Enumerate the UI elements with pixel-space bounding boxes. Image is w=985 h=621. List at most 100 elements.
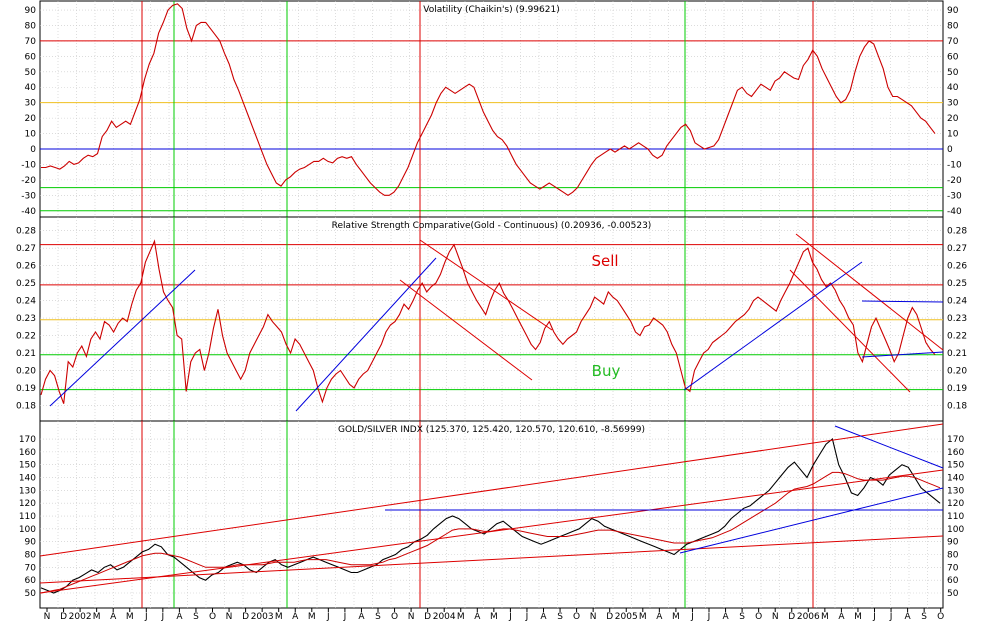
x-tick-label: M <box>93 612 101 621</box>
y-tick-left: 50 <box>25 68 37 78</box>
channel-line <box>795 233 944 351</box>
y-tick-left: 80 <box>25 21 37 31</box>
x-tick-label: D <box>788 612 795 621</box>
trend-line <box>295 257 437 412</box>
y-tick-left: 70 <box>25 37 37 47</box>
x-tick-label: J <box>144 612 148 621</box>
y-tick-left: 150 <box>19 461 36 471</box>
y-tick-left: 0.26 <box>16 262 36 272</box>
x-tick-label: O <box>937 612 944 621</box>
panel-title: Relative Strength Comparative(Gold - Con… <box>332 221 652 231</box>
y-tick-right: 0.28 <box>947 227 967 237</box>
y-tick-right: 130 <box>947 486 964 496</box>
x-tick-label: A <box>110 612 117 621</box>
x-tick-label: 2002 <box>69 612 92 621</box>
x-tick-label: M <box>308 612 316 621</box>
y-tick-right: -40 <box>947 207 962 217</box>
x-tick-label: M <box>457 612 465 621</box>
y-tick-right: -20 <box>947 176 962 186</box>
series-line-2-0 <box>40 438 941 594</box>
y-tick-left: 90 <box>25 6 37 16</box>
x-tick-label: A <box>474 612 481 621</box>
y-tick-right: 70 <box>947 37 959 47</box>
y-tick-right: 60 <box>947 52 959 62</box>
channel-line <box>39 423 944 557</box>
y-tick-right: 0.23 <box>947 314 967 324</box>
x-tick-label: S <box>193 612 199 621</box>
x-tick-label: O <box>573 612 580 621</box>
y-tick-left: 50 <box>25 589 37 599</box>
panel-frame-2 <box>39 420 944 609</box>
y-tick-right: 160 <box>947 448 964 458</box>
x-tick-label: N <box>590 612 597 621</box>
x-tick-label: D <box>60 612 67 621</box>
x-tick-label: J <box>889 612 893 621</box>
y-tick-left: -10 <box>21 160 36 170</box>
y-tick-right: 110 <box>947 512 964 522</box>
x-tick-label: 2006 <box>797 612 820 621</box>
y-tick-left: 0.24 <box>16 297 36 307</box>
x-tick-label: J <box>161 612 165 621</box>
y-tick-left: -20 <box>21 176 36 186</box>
y-tick-left: 110 <box>19 512 36 522</box>
channel-line <box>39 469 944 594</box>
y-tick-right: 0.25 <box>947 279 967 289</box>
x-tick-label: D <box>424 612 431 621</box>
y-tick-right: 170 <box>947 435 964 445</box>
x-tick-label: S <box>921 612 927 621</box>
x-tick-label: A <box>540 612 547 621</box>
x-tick-label: J <box>508 612 512 621</box>
panel-title: GOLD/SILVER INDX (125.370, 125.420, 120.… <box>338 425 645 435</box>
y-tick-right: 120 <box>947 499 964 509</box>
y-tick-right: 30 <box>947 99 959 109</box>
y-tick-right: 100 <box>947 525 964 535</box>
x-tick-label: S <box>557 612 563 621</box>
y-tick-left: -30 <box>21 191 36 201</box>
x-tick-label: A <box>905 612 912 621</box>
series-line-1-0 <box>40 239 936 404</box>
y-tick-right: -10 <box>947 160 962 170</box>
y-tick-left: 170 <box>19 435 36 445</box>
y-tick-left: 100 <box>19 525 36 535</box>
y-tick-left: 60 <box>25 52 37 62</box>
y-tick-left: -40 <box>21 207 36 217</box>
y-tick-right: 10 <box>947 130 959 140</box>
x-tick-label: A <box>292 612 299 621</box>
y-tick-right: -30 <box>947 191 962 201</box>
y-tick-left: 70 <box>25 563 37 573</box>
y-tick-left: 0 <box>30 145 36 155</box>
x-tick-label: M <box>854 612 862 621</box>
y-tick-right: 150 <box>947 461 964 471</box>
y-tick-left: 0.20 <box>16 366 36 376</box>
x-tick-label: J <box>707 612 711 621</box>
y-tick-right: 40 <box>947 83 959 93</box>
x-tick-label: 2004 <box>433 612 456 621</box>
x-tick-label: M <box>126 612 134 621</box>
y-tick-right: 0.20 <box>947 366 967 376</box>
y-tick-right: 50 <box>947 589 959 599</box>
channel-line <box>399 279 533 381</box>
y-tick-right: 60 <box>947 576 959 586</box>
x-tick-label: A <box>176 612 183 621</box>
x-tick-label: J <box>872 612 876 621</box>
x-tick-label: J <box>343 612 347 621</box>
x-tick-label: A <box>722 612 729 621</box>
y-tick-left: 160 <box>19 448 36 458</box>
x-tick-label: O <box>209 612 216 621</box>
y-tick-left: 140 <box>19 474 36 484</box>
y-tick-right: 20 <box>947 114 959 124</box>
x-tick-label: 2005 <box>615 612 638 621</box>
y-tick-left: 10 <box>25 130 37 140</box>
trend-line <box>834 425 944 469</box>
x-tick-label: J <box>690 612 694 621</box>
y-tick-left: 0.28 <box>16 227 36 237</box>
buy-label: Buy <box>592 362 621 380</box>
range-line <box>861 300 944 303</box>
y-tick-left: 60 <box>25 576 37 586</box>
y-tick-left: 0.23 <box>16 314 36 324</box>
y-tick-right: 0.24 <box>947 297 967 307</box>
y-tick-right: 90 <box>947 538 959 548</box>
x-tick-label: A <box>838 612 845 621</box>
